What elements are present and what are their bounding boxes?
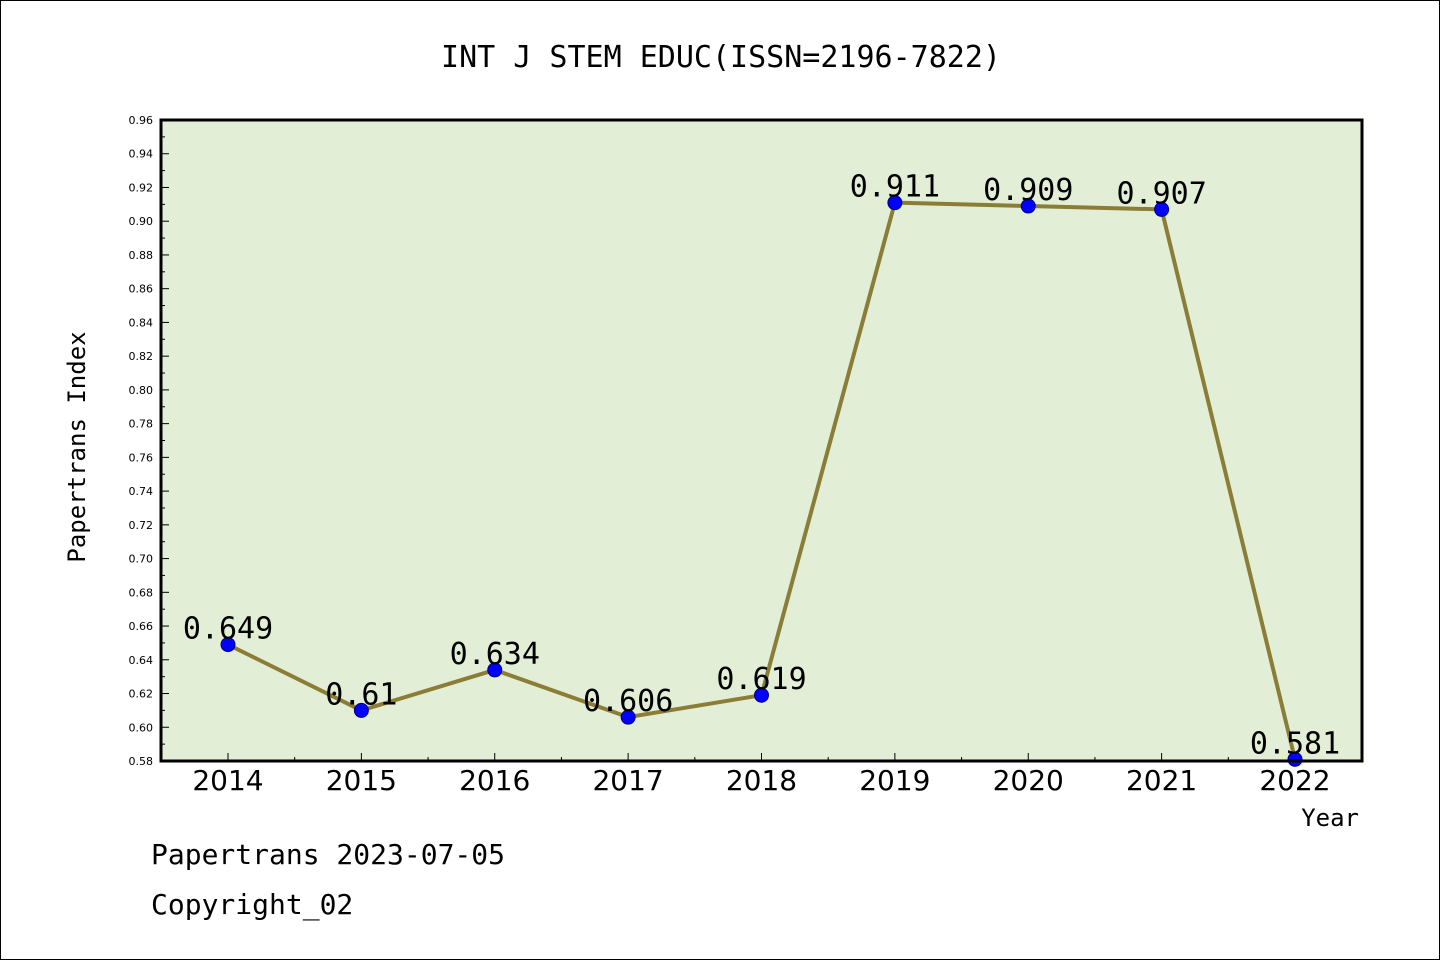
y-tick-label: 0.78 [129, 418, 154, 431]
x-tick-label: 2022 [1259, 764, 1330, 797]
data-label: 0.61 [325, 677, 397, 712]
x-tick-label: 2017 [592, 764, 663, 797]
y-tick-label: 0.80 [129, 384, 154, 397]
data-label: 0.606 [583, 684, 673, 719]
y-tick-label: 0.82 [129, 350, 154, 363]
y-tick-label: 0.60 [129, 721, 154, 734]
data-label: 0.907 [1116, 176, 1206, 211]
footer-date: Papertrans 2023-07-05 [151, 838, 505, 871]
data-label: 0.909 [983, 173, 1073, 208]
x-axis-label: Year [1301, 804, 1359, 832]
data-point [754, 687, 769, 703]
data-point [1020, 198, 1036, 214]
data-point [353, 702, 369, 718]
y-tick-label: 0.58 [129, 755, 154, 768]
chart-title: INT J STEM EDUC(ISSN=2196-7822) [441, 40, 1001, 75]
x-tick-label: 2016 [459, 764, 530, 797]
x-tick-label: 2019 [859, 764, 930, 797]
y-axis-label: Papertrans Index [63, 331, 91, 562]
plot-layer: 0.58 0.60 0.62 0.64 0.66 0.68 0.70 0.72 0.74 0.76… [129, 114, 1364, 797]
x-tick-label: 2021 [1126, 764, 1197, 797]
y-tick-label: 0.94 [129, 148, 154, 161]
data-label: 0.581 [1250, 726, 1340, 761]
plot-frame [159, 118, 1364, 763]
y-tick-label: 0.86 [129, 283, 154, 296]
data-label: 0.619 [716, 662, 806, 697]
y-tick-label: 0.64 [129, 654, 154, 667]
y-tick-label: 0.90 [129, 215, 154, 228]
y-tick-label: 0.88 [129, 249, 154, 262]
x-tick-label: 2020 [993, 764, 1064, 797]
data-label: 0.634 [450, 637, 540, 672]
y-tick-label: 0.74 [129, 485, 154, 498]
y-tick-label: 0.68 [129, 586, 154, 599]
y-tick-label: 0.70 [129, 553, 154, 566]
x-tick-label: 2014 [192, 764, 263, 797]
y-tick-label: 0.84 [129, 316, 154, 329]
plot-area [161, 120, 1362, 761]
data-point [1287, 751, 1303, 767]
x-tick-label: 2018 [726, 764, 797, 797]
data-label: 0.649 [183, 612, 273, 647]
y-tick-label: 0.96 [129, 114, 154, 127]
y-tick-label: 0.66 [129, 620, 154, 633]
data-point [887, 195, 903, 211]
footer-copyright: Copyright_02 [151, 888, 353, 922]
y-tick-label: 0.92 [129, 181, 154, 194]
x-tick-label: 2015 [326, 764, 397, 797]
data-point [220, 637, 236, 653]
data-point [1154, 201, 1170, 217]
data-point [620, 709, 636, 725]
data-label: 0.911 [850, 170, 940, 205]
y-tick-label: 0.72 [129, 519, 154, 532]
y-tick-label: 0.76 [129, 451, 154, 464]
data-point [487, 662, 503, 678]
y-tick-label: 0.62 [129, 688, 154, 701]
